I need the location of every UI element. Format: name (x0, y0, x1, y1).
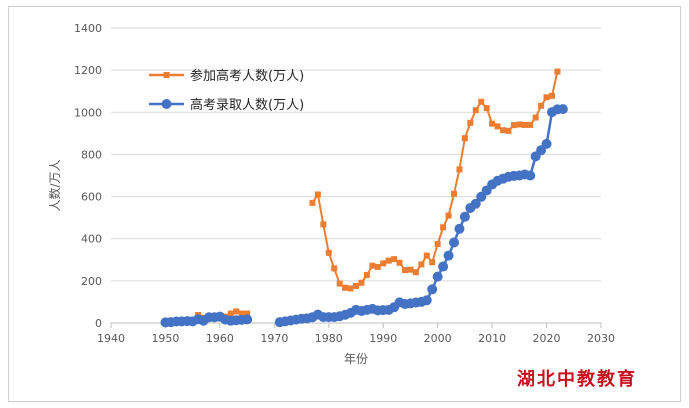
data-point-square (461, 135, 468, 142)
data-point-square (402, 267, 408, 274)
data-point-square (331, 265, 338, 272)
y-tick-label: 600 (81, 191, 102, 204)
data-point-circle (421, 295, 432, 306)
data-point-circle (443, 250, 454, 261)
data-point-circle (242, 314, 253, 325)
x-tick-label: 1950 (151, 332, 179, 345)
legend-label: 高考录取人数(万人) (190, 97, 304, 113)
x-tick-label: 1990 (369, 332, 397, 345)
chart-frame: 0 200 400 600 800 1000 1200 1400 1940 1950 1960 197… (8, 6, 681, 402)
data-point-square (549, 92, 555, 99)
data-point-square (489, 120, 496, 127)
y-tick-label: 200 (81, 275, 102, 288)
y-tick-label: 1400 (74, 22, 102, 35)
x-tick-label: 2030 (587, 332, 615, 345)
data-point-square (325, 249, 332, 256)
data-point-square (478, 98, 485, 105)
data-point-circle (432, 271, 443, 282)
data-point-circle (525, 170, 536, 181)
legend-label: 参加高考人数(万人) (190, 68, 304, 84)
data-point-square (451, 190, 457, 197)
x-axis-title: 年份 (344, 352, 368, 366)
data-point-square (543, 94, 550, 101)
data-point-square (510, 122, 517, 129)
y-tick-label: 400 (81, 233, 102, 246)
data-point-square (516, 121, 523, 128)
data-point-square (527, 121, 534, 128)
data-point-square (369, 262, 376, 269)
data-point-circle (449, 237, 459, 248)
data-point-square (358, 279, 365, 286)
data-point-square (163, 72, 170, 78)
data-point-square (521, 121, 528, 128)
data-point-square (391, 256, 398, 263)
data-point-square (467, 119, 474, 126)
data-point-square (538, 102, 545, 109)
data-point-circle (557, 104, 568, 115)
data-point-square (320, 221, 327, 228)
x-tick-label: 1980 (315, 332, 343, 345)
y-tick-label: 0 (95, 317, 102, 330)
data-point-square (494, 123, 501, 130)
data-point-square (412, 269, 419, 276)
tick-labels: 0 200 400 600 800 1000 1200 1400 1940 1950 1960 197… (74, 22, 615, 345)
data-point-square (456, 166, 463, 173)
data-point-square (227, 310, 234, 317)
data-point-square (407, 266, 414, 273)
data-point-square (423, 252, 430, 259)
data-point-square (336, 280, 343, 287)
data-point-square (532, 114, 539, 121)
data-point-circle (438, 261, 449, 272)
data-point-square (385, 257, 392, 264)
data-point-square (380, 260, 387, 267)
x-tick-label: 2020 (533, 332, 561, 345)
x-tick-label: 1960 (206, 332, 234, 345)
data-point-circle (161, 99, 172, 109)
data-point-square (233, 308, 240, 315)
legend: 参加高考人数(万人) 高考录取人数(万人) (149, 68, 304, 113)
data-point-square (440, 224, 447, 231)
y-axis-title: 人数/万人 (47, 159, 62, 211)
data-point-square (314, 191, 321, 198)
data-point-square (445, 212, 452, 219)
data-point-square (472, 107, 479, 114)
data-point-circle (459, 211, 470, 222)
watermark-text: 湖北中教教育 (517, 369, 637, 390)
data-point-square (418, 261, 425, 268)
data-point-square (363, 271, 370, 278)
x-tick-label: 2010 (478, 332, 506, 345)
y-tick-label: 800 (81, 148, 102, 161)
x-tick-label: 2000 (424, 332, 452, 345)
gridlines (111, 27, 601, 282)
y-tick-label: 1000 (74, 106, 102, 119)
y-tick-label: 1200 (74, 64, 102, 77)
data-point-square (347, 285, 354, 292)
data-point-square (483, 105, 490, 112)
data-point-circle (541, 138, 552, 149)
x-tick-label: 1970 (260, 332, 288, 345)
data-point-square (505, 127, 512, 134)
data-point-circle (454, 223, 465, 234)
data-point-circle (470, 198, 481, 209)
x-tick-label: 1940 (97, 332, 125, 345)
series-layer (160, 68, 568, 328)
data-point-square (396, 259, 403, 266)
data-point-square (342, 284, 349, 291)
data-point-square (374, 263, 381, 270)
data-point-square (244, 310, 251, 317)
data-point-square (500, 127, 506, 134)
data-point-square (554, 68, 561, 75)
data-point-square (429, 259, 436, 266)
data-point-square (353, 282, 359, 289)
data-point-square (238, 310, 245, 317)
data-point-square (434, 240, 441, 247)
data-point-square (309, 199, 316, 206)
line-chart: 0 200 400 600 800 1000 1200 1400 1940 1950 1960 197… (47, 22, 615, 366)
series-admitted (160, 104, 568, 328)
data-point-circle (427, 284, 438, 295)
